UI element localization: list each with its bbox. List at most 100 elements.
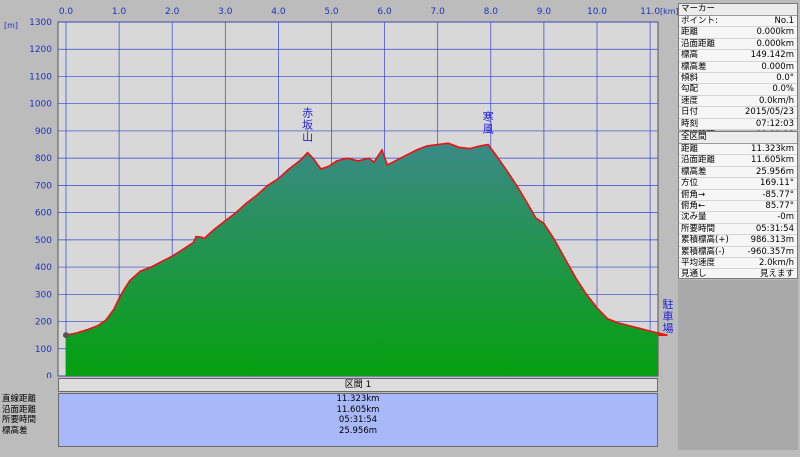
y-tick-label: 1300: [29, 18, 52, 28]
panel-empty-area: [678, 280, 798, 450]
section-key: 俯角←: [681, 200, 706, 211]
x-tick-label: 9.0: [537, 7, 552, 17]
marker-row: 勾配 0.0%: [679, 84, 797, 96]
marker-key: ポイント:: [681, 16, 718, 26]
section-value: 見えます: [759, 269, 794, 280]
section-key: 見通し: [681, 269, 707, 280]
y-tick-label: 0: [46, 372, 52, 378]
marker-panel-title: マーカー: [679, 4, 797, 16]
y-tick-label: 800: [35, 154, 52, 164]
bottom-table-values: 11.323km 11.605km 05:31:54 25.956m: [58, 393, 658, 447]
annotation-char: 駐: [663, 297, 674, 311]
section-value: 11.323km: [751, 144, 794, 154]
x-tick-label: 3.0: [218, 7, 233, 17]
section-value: 986.313m: [750, 235, 794, 246]
section-row: 平均速度 2.0km/h: [679, 257, 797, 270]
elevation-line: [65, 142, 668, 336]
section-row: 俯角→ -85.77°: [679, 190, 797, 201]
x-tick-label: 11.0: [640, 7, 660, 17]
section-row: 方位 169.11°: [679, 178, 797, 190]
marker-value: 0.0%: [772, 84, 794, 95]
x-tick-label: 1.0: [112, 7, 127, 17]
section-value: 85.77°: [765, 200, 794, 211]
elevation-fill: [66, 143, 668, 376]
annotation-char: 場: [663, 322, 674, 335]
y-tick-label: 1000: [29, 100, 52, 110]
x-tick-label: 7.0: [431, 7, 446, 17]
section-key: 累積標高(-): [681, 246, 725, 257]
section-key: 沈み量: [681, 212, 707, 223]
marker-row: 距離 0.000km: [679, 27, 797, 39]
bottom-table-label: 直線距離: [2, 394, 37, 404]
marker-row: 傾斜 0.0°: [679, 72, 797, 85]
bottom-table-value: 25.956m: [338, 425, 378, 436]
y-tick-label: 100: [35, 345, 52, 355]
marker-key: 時刻: [681, 118, 699, 129]
section-value: 11.605km: [751, 155, 794, 166]
bottom-table-labels: 直線距離 沿面距離 所要時間 標高差: [0, 394, 58, 436]
marker-row: 沿面距離 0.000km: [679, 38, 797, 51]
marker-row: 速度 0.0km/h: [679, 95, 797, 108]
annotation-char: 車: [663, 309, 674, 323]
x-tick-label: 8.0: [484, 7, 499, 17]
marker-panel: マーカー ポイント: No.1 距離 0.000km 沿面距離 0.000km 標高 149.…: [678, 3, 798, 142]
marker-value: 0.000km: [756, 38, 794, 49]
y-tick-label: 1100: [29, 72, 52, 82]
marker-key: 距離: [681, 27, 699, 38]
annotation-char: 風: [483, 123, 494, 136]
x-tick-label: 0.0: [59, 7, 74, 17]
section-key: 累積標高(+): [681, 235, 729, 246]
x-tick-label: 2.0: [165, 7, 180, 17]
y-tick-label: 400: [35, 263, 52, 273]
marker-key: 沿面距離: [681, 38, 716, 49]
section-panel: 全区間 距離 11.323km 沿面距離 11.605km 標高差 25.956m 方位 16…: [678, 131, 798, 281]
marker-value: 0.0°: [776, 72, 794, 83]
marker-value: 07:12:03: [755, 118, 794, 129]
section-key: 標高差: [681, 166, 707, 177]
marker-value: 0.0km/h: [759, 95, 794, 106]
section-key: 所要時間: [681, 223, 716, 234]
section-row: 見通し 見えます: [679, 269, 797, 281]
section-header[interactable]: 区間 1: [58, 378, 658, 392]
marker-row: 時刻 07:12:03: [679, 119, 797, 130]
section-key: 距離: [681, 144, 699, 154]
section-row: 距離 11.323km: [679, 144, 797, 156]
y-unit-label: [m]: [4, 21, 18, 30]
annotation-char: 坂: [302, 119, 313, 132]
section-row: 沈み量 -0m: [679, 212, 797, 224]
annotation-char: 寒: [483, 110, 494, 124]
section-row: 沿面距離 11.605km: [679, 155, 797, 167]
section-row: 累積標高(-) -960.357m: [679, 247, 797, 258]
annotation-char: 山: [302, 131, 313, 144]
x-tick-label: 4.0: [271, 7, 286, 17]
section-key: 沿面距離: [681, 155, 716, 166]
marker-key: 勾配: [681, 84, 699, 95]
bottom-table-label: 所要時間: [2, 415, 37, 425]
section-value: 25.956m: [755, 166, 794, 177]
section-value: -960.357m: [747, 246, 795, 257]
axis-labels: 0 100 200 300 400 500 600 700 800 900 1000 1100 1200…: [29, 7, 660, 378]
marker-row: ポイント: No.1: [679, 16, 797, 28]
section-value: -85.77°: [762, 189, 794, 200]
section-key: 俯角→: [681, 189, 706, 200]
x-tick-label: 6.0: [377, 7, 392, 17]
section-value: 05:31:54: [755, 223, 794, 234]
section-key: 平均速度: [681, 257, 716, 268]
bottom-table-label: 沿面距離: [2, 404, 37, 415]
marker-key: 傾斜: [681, 72, 699, 83]
marker-row: 日付 2015/05/23: [679, 107, 797, 119]
annotation-char: 赤: [302, 107, 313, 120]
section-value: 169.11°: [760, 178, 794, 189]
section-row: 累積標高(+) 986.313m: [679, 235, 797, 247]
section-row: 所要時間 05:31:54: [679, 223, 797, 236]
section-panel-title: 全区間: [679, 132, 797, 144]
section-value: 2.0km/h: [759, 257, 794, 268]
marker-row: 標高 149.142m: [679, 50, 797, 62]
start-marker: [63, 332, 69, 339]
marker-value: 0.000km: [756, 27, 794, 38]
bottom-table-label: 標高差: [2, 425, 28, 436]
section-value: -0m: [777, 212, 794, 223]
marker-value: 2015/05/23: [745, 107, 794, 118]
bottom-table-value: 11.605km: [336, 404, 380, 415]
section-key: 方位: [681, 178, 699, 189]
